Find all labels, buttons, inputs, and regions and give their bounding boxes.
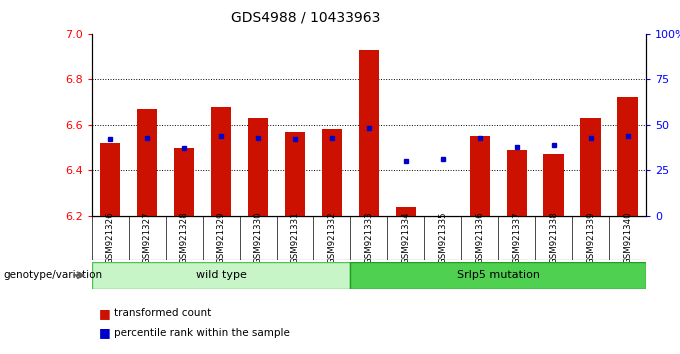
- Text: GSM921329: GSM921329: [217, 212, 226, 264]
- Text: wild type: wild type: [196, 270, 247, 280]
- Text: GSM921327: GSM921327: [143, 212, 152, 264]
- Text: GSM921334: GSM921334: [401, 212, 410, 264]
- Bar: [100, 143, 120, 216]
- Bar: [92, 262, 350, 289]
- Bar: [174, 148, 194, 216]
- Bar: [396, 207, 416, 216]
- Text: ■: ■: [99, 326, 110, 339]
- Bar: [285, 132, 305, 216]
- Bar: [470, 136, 490, 216]
- Bar: [581, 118, 600, 216]
- Bar: [137, 109, 157, 216]
- Bar: [543, 154, 564, 216]
- Text: GSM921331: GSM921331: [290, 212, 299, 264]
- Bar: [211, 107, 231, 216]
- Text: GSM921337: GSM921337: [512, 212, 521, 264]
- Text: GSM921326: GSM921326: [106, 212, 115, 264]
- Bar: [350, 262, 646, 289]
- Text: GSM921328: GSM921328: [180, 212, 188, 264]
- Bar: [359, 50, 379, 216]
- Text: GSM921340: GSM921340: [623, 212, 632, 264]
- Bar: [248, 118, 268, 216]
- Text: GSM921339: GSM921339: [586, 212, 595, 264]
- Bar: [322, 129, 342, 216]
- Text: transformed count: transformed count: [114, 308, 211, 318]
- Text: genotype/variation: genotype/variation: [3, 270, 103, 280]
- Text: GSM921336: GSM921336: [475, 212, 484, 264]
- Text: ■: ■: [99, 307, 110, 320]
- Text: GSM921335: GSM921335: [439, 212, 447, 264]
- Text: GSM921333: GSM921333: [364, 212, 373, 264]
- Text: GSM921338: GSM921338: [549, 212, 558, 264]
- Bar: [507, 150, 527, 216]
- Bar: [617, 97, 638, 216]
- Text: percentile rank within the sample: percentile rank within the sample: [114, 328, 290, 338]
- Text: Srlp5 mutation: Srlp5 mutation: [457, 270, 540, 280]
- Text: GSM921330: GSM921330: [254, 212, 262, 264]
- Text: GDS4988 / 10433963: GDS4988 / 10433963: [231, 11, 381, 25]
- Text: GSM921332: GSM921332: [328, 212, 337, 264]
